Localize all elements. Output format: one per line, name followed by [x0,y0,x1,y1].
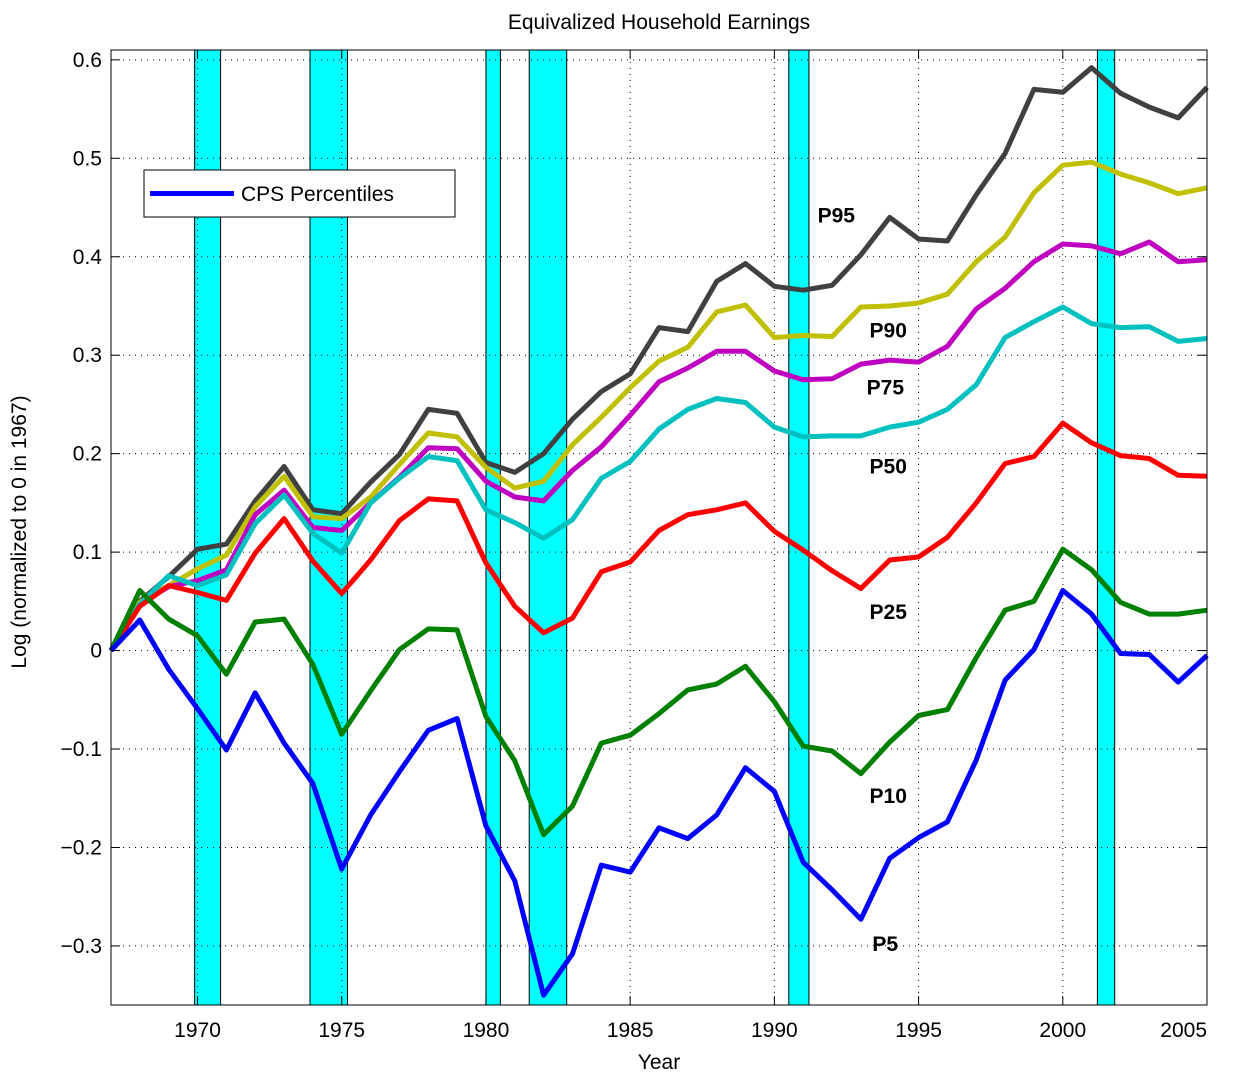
legend-label-cps-percentiles: CPS Percentiles [241,183,394,206]
axis-ticks: 1970 1975 1980 1985 1990 1995 2000 2005 −0.3 −0.2… [61,49,1208,1042]
series-line-p75 [108,239,1208,652]
x-tick-label: 1985 [607,1019,654,1042]
y-tick-label: 0.6 [73,49,102,72]
chart-title: Equivalized Household Earnings [508,11,810,34]
series-line-p90 [108,159,1208,652]
x-tick-label: 1995 [895,1019,942,1042]
recession-band-6 [1096,49,1116,1006]
y-tick-label: 0.5 [73,147,102,170]
y-axis-title: Log (normalized to 0 in 1967) [8,395,31,668]
series-label-p90: P90 [870,319,907,342]
series-lines [108,65,1209,998]
x-tick-label: 2005 [1160,1019,1207,1042]
series-label-p10: P10 [870,785,907,808]
series-line-p95 [108,65,1209,652]
x-tick-label: 1975 [318,1019,365,1042]
y-tick-label: 0 [90,640,102,663]
legend: CPS Percentiles [143,169,456,218]
series-line-p10 [108,546,1208,838]
series-line-p25 [108,420,1208,652]
series-label-p50: P50 [870,455,907,478]
series-labels: P95 P90 P75 P50 P25 P10 P5 [818,204,908,956]
y-tick-label: 0.1 [73,541,102,564]
series-label-p95: P95 [818,204,856,227]
plot-frame [110,49,1208,1006]
y-tick-label: 0.3 [73,344,102,367]
x-axis-title: Year [638,1051,680,1074]
y-tick-label: −0.3 [61,935,102,958]
y-tick-label: 0.4 [73,246,103,269]
series-line-p50 [108,304,1208,652]
y-tick-label: −0.1 [61,738,102,761]
y-tick-label: 0.2 [73,443,102,466]
series-label-p5: P5 [872,933,898,956]
x-tick-label: 2000 [1039,1019,1086,1042]
x-tick-label: 1970 [174,1019,221,1042]
series-line-p5 [109,588,1209,998]
series-label-p25: P25 [870,601,908,624]
series-label-p75: P75 [867,377,905,400]
x-tick-label: 1980 [463,1019,510,1042]
x-tick-label: 1990 [751,1019,798,1042]
recession-band-3 [485,49,501,1006]
y-tick-label: −0.2 [61,836,102,859]
